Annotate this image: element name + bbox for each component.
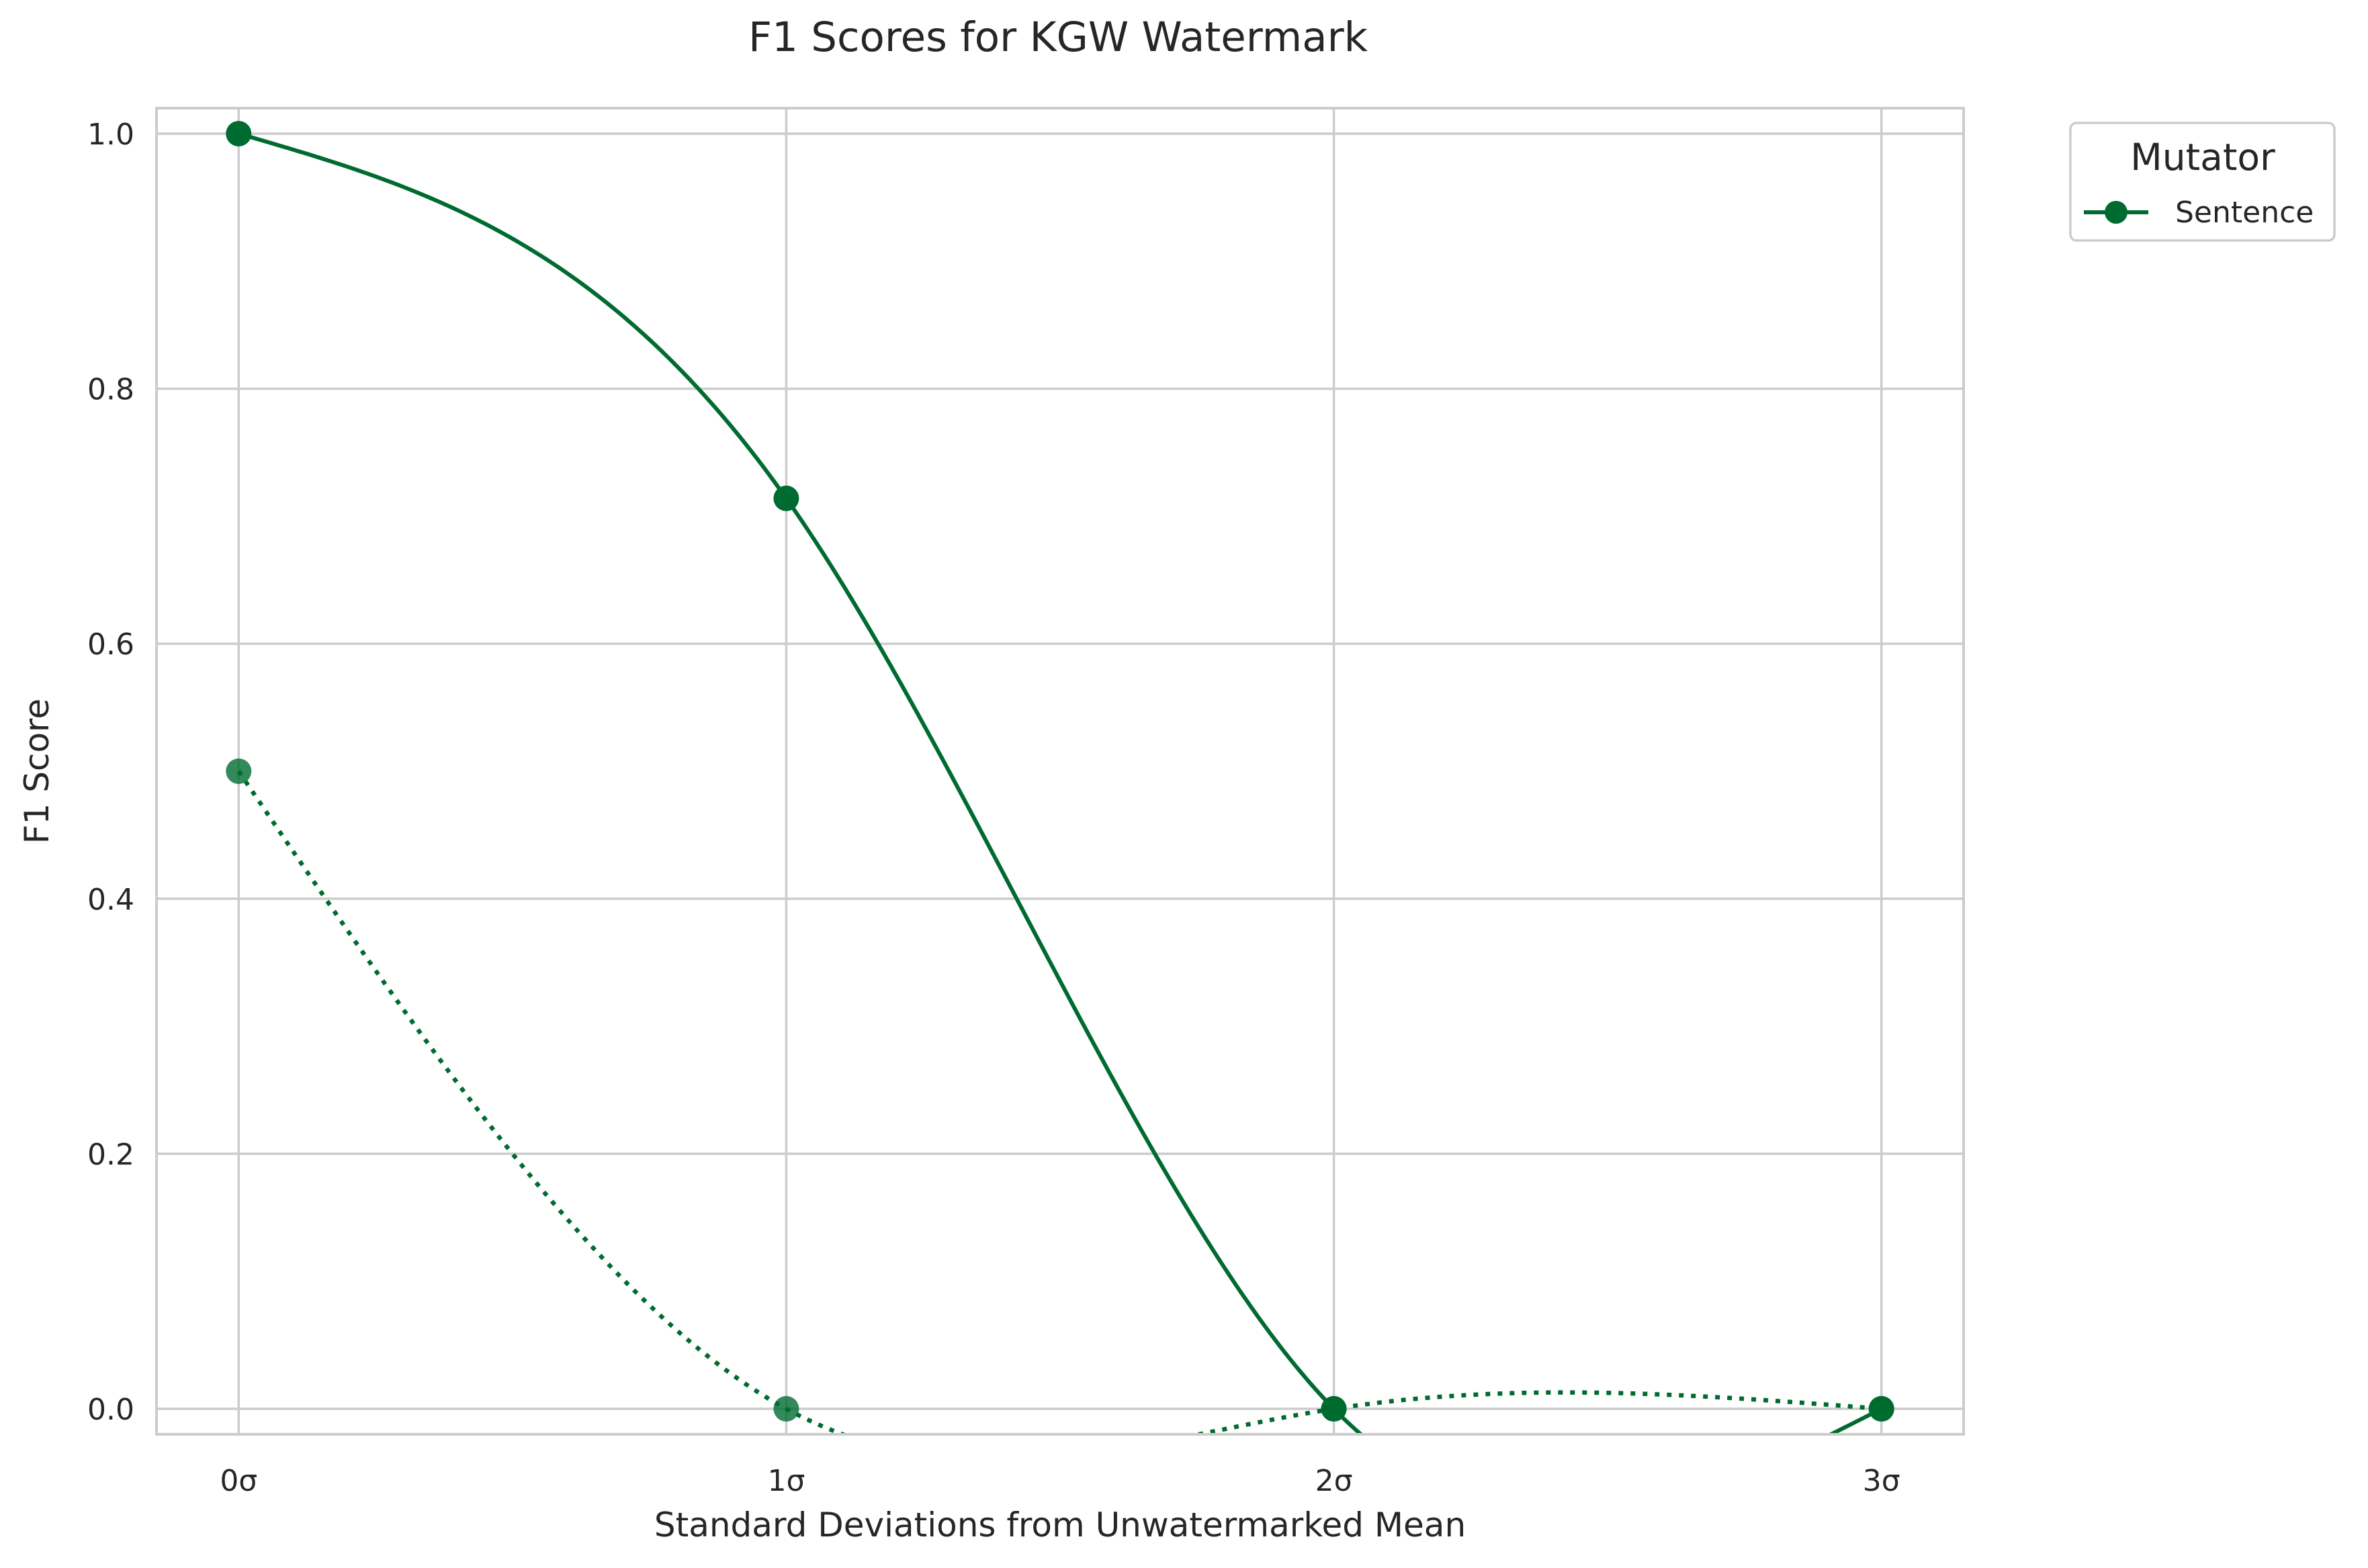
data-point: [226, 758, 252, 784]
legend-title: Mutator: [2130, 136, 2275, 179]
series-markers-dotted: [226, 758, 1894, 1422]
y-tick-label: 0.4: [87, 883, 134, 917]
x-tick-label: 3σ: [1863, 1464, 1900, 1498]
data-point: [773, 1396, 799, 1422]
y-tick-label: 0.2: [87, 1137, 134, 1172]
series-lines: [236, 132, 1883, 1434]
chart-title: F1 Scores for KGW Watermark: [748, 13, 1368, 61]
grid-lines: [157, 108, 1964, 1434]
series-line-sentence: [238, 132, 1883, 1434]
data-point: [773, 485, 799, 511]
data-point: [1868, 1396, 1894, 1422]
x-axis-label: Standard Deviations from Unwatermarked M…: [654, 1506, 1466, 1544]
legend-marker-sentence: [2105, 201, 2128, 224]
legend: Mutator Sentence: [2069, 122, 2336, 242]
data-point: [1321, 1396, 1347, 1422]
plot-frame: [155, 107, 1965, 1436]
y-axis-label: F1 Score: [17, 699, 56, 844]
y-tick-label: 0.8: [87, 373, 134, 407]
x-tick-label: 1σ: [767, 1464, 805, 1498]
data-point: [226, 120, 252, 146]
y-tick-label: 1.0: [87, 118, 134, 152]
tick-labels: 0σ 1σ 2σ 3σ 0.0 0.2 0.4 0.6 0.8 1.0: [87, 118, 1900, 1498]
series-line-dotted: [236, 770, 1882, 1434]
y-tick-label: 0.6: [87, 627, 134, 662]
x-tick-label: 2σ: [1315, 1464, 1353, 1498]
x-tick-label: 0σ: [220, 1464, 257, 1498]
plot-area: [226, 120, 1894, 1434]
y-tick-label: 0.0: [87, 1393, 134, 1427]
legend-entry-sentence: Sentence: [2175, 195, 2314, 230]
